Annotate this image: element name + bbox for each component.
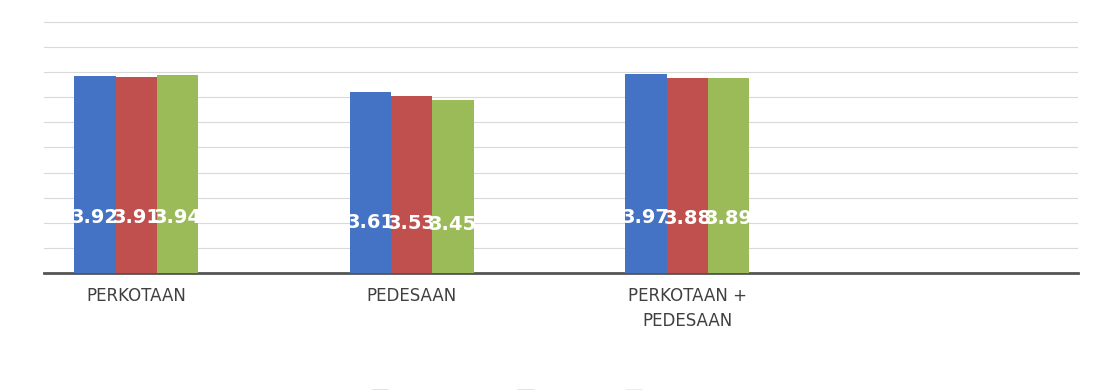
Bar <box>116 76 157 273</box>
Legend: Maret 2018, Sep-18, Maret 2019: Maret 2018, Sep-18, Maret 2019 <box>363 381 759 390</box>
Text: 3.89: 3.89 <box>704 209 752 228</box>
Bar <box>667 78 708 273</box>
Text: 3.92: 3.92 <box>71 208 119 227</box>
Bar <box>708 78 749 273</box>
Bar <box>157 75 198 273</box>
Text: 3.45: 3.45 <box>429 215 478 234</box>
Bar <box>432 99 473 273</box>
Text: 3.88: 3.88 <box>663 209 711 228</box>
Text: 3.91: 3.91 <box>112 209 160 227</box>
Text: 3.53: 3.53 <box>388 214 436 233</box>
Text: 3.61: 3.61 <box>347 213 394 232</box>
Bar <box>625 73 667 273</box>
Bar <box>391 96 432 273</box>
Bar <box>74 76 116 273</box>
Text: 3.97: 3.97 <box>622 207 670 227</box>
Text: 3.94: 3.94 <box>153 208 201 227</box>
Bar <box>350 92 391 273</box>
